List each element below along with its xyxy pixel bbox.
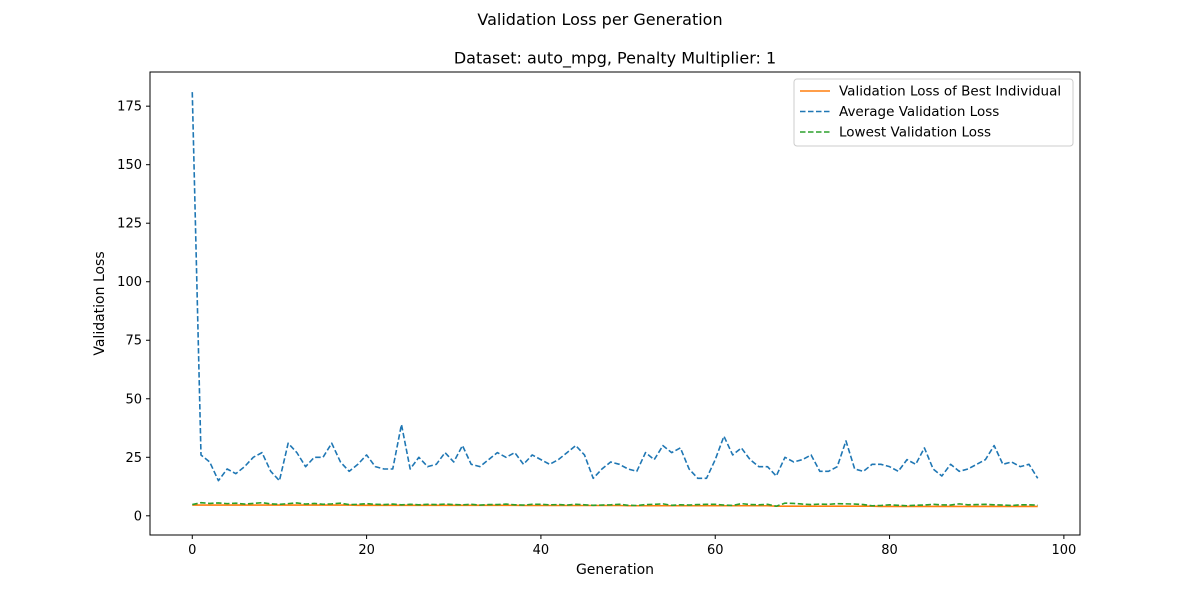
- chart-suptitle: Validation Loss per Generation: [477, 10, 722, 29]
- y-tick-label: 50: [125, 392, 142, 407]
- x-tick-label: 80: [881, 543, 898, 558]
- legend-label-1: Validation Loss of Best Individual: [839, 84, 1061, 100]
- legend: Validation Loss of Best Individual Averag…: [793, 78, 1074, 147]
- y-axis: 0 25 50 75 100 125 150 175: [117, 100, 150, 524]
- y-tick-label: 150: [117, 158, 142, 173]
- y-axis-label: Validation Loss: [92, 251, 108, 355]
- y-tick-label: 125: [117, 217, 142, 232]
- legend-box: [793, 78, 1074, 147]
- plot-area: [149, 71, 1081, 536]
- plot-frame: [149, 71, 1081, 536]
- legend-label-3: Lowest Validation Loss: [839, 125, 991, 141]
- x-tick-label: 20: [358, 543, 375, 558]
- series-line-1: [192, 504, 1038, 508]
- x-axis-label: Generation: [576, 562, 654, 578]
- legend-label-2: Average Validation Loss: [839, 104, 999, 120]
- y-tick-label: 0: [134, 509, 142, 524]
- x-axis: 0 20 40 60 80 100: [188, 535, 1076, 558]
- series-line-2: [191, 92, 1039, 482]
- series-line-3: [192, 501, 1038, 508]
- x-tick-label: 100: [1051, 543, 1076, 558]
- x-tick-label: 60: [707, 543, 724, 558]
- chart-title: Dataset: auto_mpg, Penalty Multiplier: 1: [454, 49, 776, 69]
- y-tick-label: 100: [117, 275, 142, 290]
- y-tick-label: 75: [125, 334, 142, 349]
- x-tick-label: 0: [188, 543, 196, 558]
- x-tick-label: 40: [533, 543, 550, 558]
- series-layer: [191, 92, 1039, 508]
- y-tick-label: 175: [117, 100, 142, 115]
- y-tick-label: 25: [125, 451, 142, 466]
